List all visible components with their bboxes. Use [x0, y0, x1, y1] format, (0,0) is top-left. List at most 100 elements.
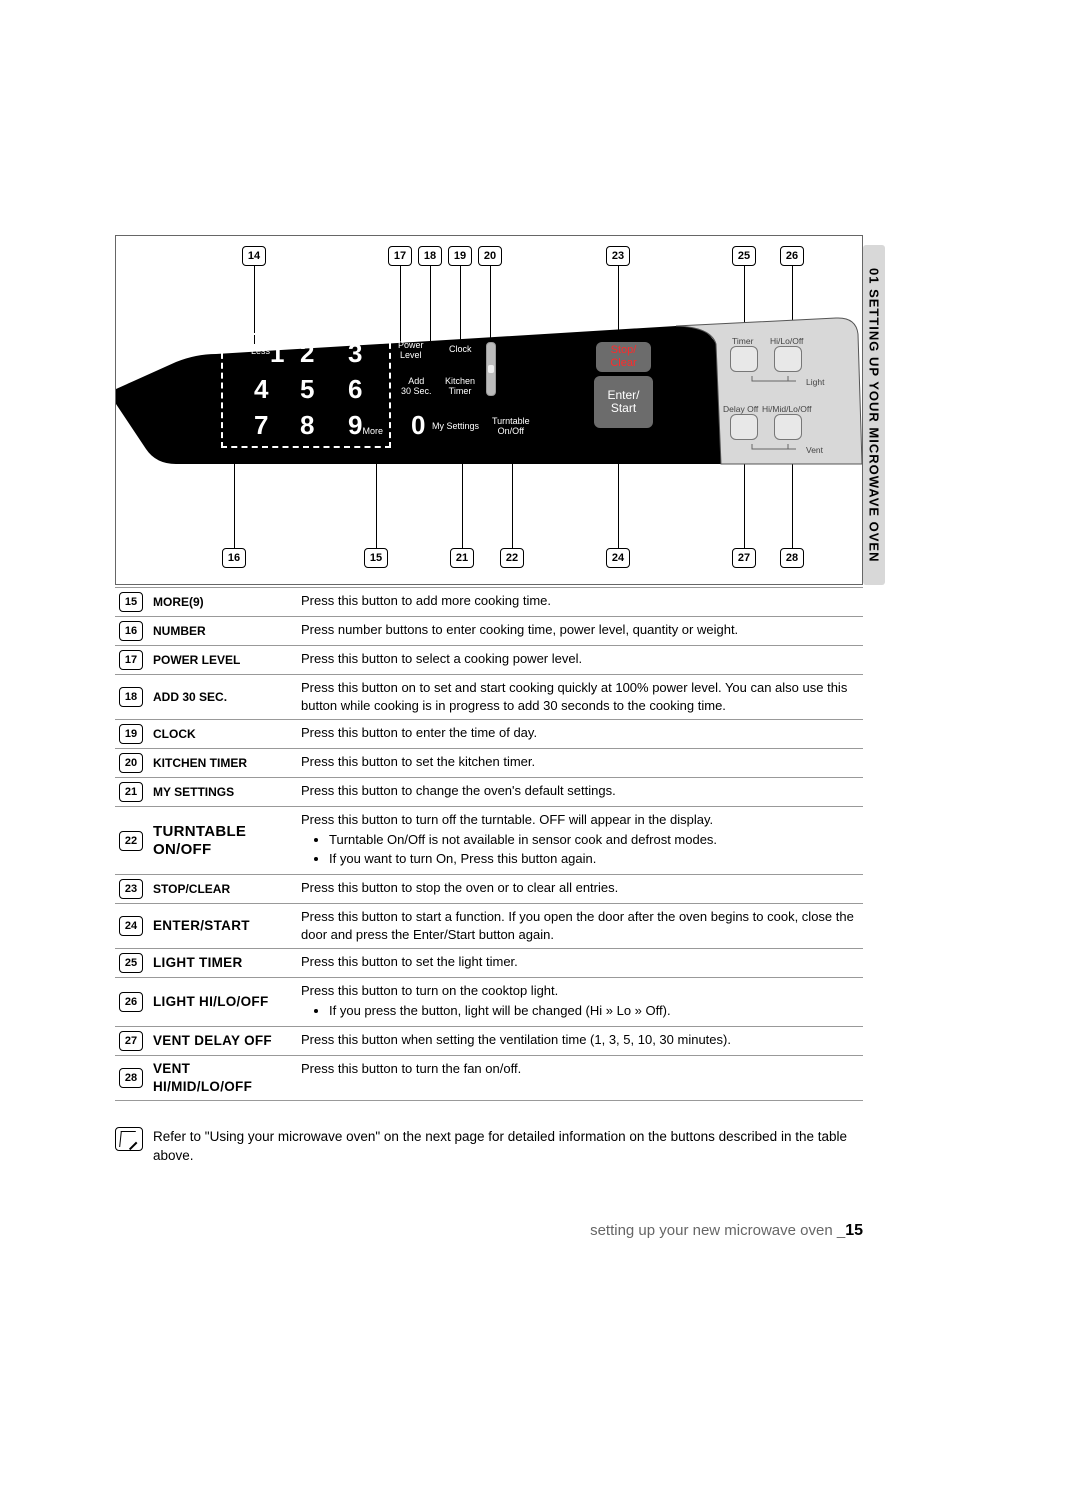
- row-label: KITCHEN TIMER: [147, 749, 295, 778]
- light-hilo-button: [774, 346, 802, 372]
- row-desc: Press this button to set the light timer…: [295, 949, 863, 978]
- row-number: 19: [119, 724, 143, 744]
- keypad-9: 9More: [348, 410, 383, 441]
- page-number: 15: [845, 1222, 863, 1239]
- timer-button: [730, 346, 758, 372]
- row-desc: Press this button to turn on the cooktop…: [295, 978, 863, 1027]
- row-label: NUMBER: [147, 617, 295, 646]
- label-hilo: Hi/Lo/Off: [770, 336, 803, 346]
- vent-himid-button: [774, 414, 802, 440]
- page-footer: setting up your new microwave oven _15: [115, 1222, 863, 1240]
- table-row: 26LIGHT HI/LO/OFFPress this button to tu…: [115, 978, 863, 1027]
- row-desc: Press this button to set the kitchen tim…: [295, 749, 863, 778]
- footer-text: setting up your new microwave oven _: [590, 1222, 845, 1239]
- table-row: 22TURNTABLE ON/OFFPress this button to t…: [115, 807, 863, 875]
- row-number: 21: [119, 782, 143, 802]
- table-row: 28VENT HI/MID/LO/OFFPress this button to…: [115, 1056, 863, 1101]
- row-label: VENT HI/MID/LO/OFF: [147, 1056, 295, 1101]
- note-icon: [115, 1127, 143, 1151]
- callout-17: 17: [388, 246, 412, 266]
- row-label: VENT DELAY OFF: [147, 1027, 295, 1056]
- stop-clear-button: Stop/ Clear: [596, 342, 651, 372]
- table-row: 20KITCHEN TIMERPress this button to set …: [115, 749, 863, 778]
- row-label: CLOCK: [147, 720, 295, 749]
- keypad-7: 7: [254, 410, 268, 441]
- label-power-level: Power Level: [398, 340, 424, 360]
- callout-23: 23: [606, 246, 630, 266]
- table-row: 18ADD 30 SEC.Press this button on to set…: [115, 675, 863, 720]
- control-panel-diagram: Less1 2 3 4 5 6 7 8 9More 0 Power Level …: [115, 235, 863, 585]
- label-clock: Clock: [449, 344, 472, 354]
- row-desc: Press this button on to set and start co…: [295, 675, 863, 720]
- table-row: 16NUMBERPress number buttons to enter co…: [115, 617, 863, 646]
- label-light: Light: [806, 377, 824, 387]
- label-delay-off: Delay Off: [723, 404, 758, 414]
- row-desc: Press this button to add more cooking ti…: [295, 588, 863, 617]
- row-label: ENTER/START: [147, 904, 295, 949]
- table-row: 25LIGHT TIMERPress this button to set th…: [115, 949, 863, 978]
- row-label: LIGHT TIMER: [147, 949, 295, 978]
- note-text: Refer to "Using your microwave oven" on …: [153, 1127, 863, 1165]
- callout-20: 20: [478, 246, 502, 266]
- callout-24: 24: [606, 548, 630, 568]
- callout-25: 25: [732, 246, 756, 266]
- row-desc: Press this button when setting the venti…: [295, 1027, 863, 1056]
- row-desc: Press this button to start a function. I…: [295, 904, 863, 949]
- row-number: 24: [119, 916, 143, 936]
- callout-15: 15: [364, 548, 388, 568]
- row-label: TURNTABLE ON/OFF: [147, 807, 295, 875]
- callout-21: 21: [450, 548, 474, 568]
- callout-22: 22: [500, 548, 524, 568]
- row-desc: Press this button to enter the time of d…: [295, 720, 863, 749]
- callout-26: 26: [780, 246, 804, 266]
- row-desc: Press number buttons to enter cooking ti…: [295, 617, 863, 646]
- reference-note: Refer to "Using your microwave oven" on …: [115, 1127, 863, 1165]
- selector-knob: [486, 342, 496, 396]
- label-my-settings: My Settings: [432, 421, 479, 431]
- callout-14: 14: [242, 246, 266, 266]
- keypad-3: 3: [348, 338, 362, 369]
- row-number: 27: [119, 1031, 143, 1051]
- keypad-5: 5: [300, 374, 314, 405]
- keypad-2: 2: [300, 338, 314, 369]
- row-desc: Press this button to turn the fan on/off…: [295, 1056, 863, 1101]
- row-label: MY SETTINGS: [147, 778, 295, 807]
- section-tab: 01 SETTING UP YOUR MICROWAVE OVEN: [863, 245, 885, 585]
- callout-28: 28: [780, 548, 804, 568]
- vent-delay-button: [730, 414, 758, 440]
- keypad-6: 6: [348, 374, 362, 405]
- callout-27: 27: [732, 548, 756, 568]
- row-label: MORE(9): [147, 588, 295, 617]
- callout-18: 18: [418, 246, 442, 266]
- label-vent: Vent: [806, 445, 823, 455]
- row-number: 16: [119, 621, 143, 641]
- keypad-0: 0: [411, 410, 425, 441]
- row-number: 20: [119, 753, 143, 773]
- label-himid: Hi/Mid/Lo/Off: [762, 404, 811, 414]
- label-turntable: Turntable On/Off: [492, 416, 530, 436]
- table-row: 27VENT DELAY OFFPress this button when s…: [115, 1027, 863, 1056]
- table-row: 17POWER LEVELPress this button to select…: [115, 646, 863, 675]
- label-timer: Timer: [732, 336, 753, 346]
- row-label: STOP/CLEAR: [147, 875, 295, 904]
- row-desc: Press this button to turn off the turnta…: [295, 807, 863, 875]
- enter-start-button: Enter/ Start: [594, 376, 653, 428]
- row-label: POWER LEVEL: [147, 646, 295, 675]
- table-row: 19CLOCKPress this button to enter the ti…: [115, 720, 863, 749]
- row-number: 28: [119, 1068, 143, 1088]
- keypad-8: 8: [300, 410, 314, 441]
- keypad-4: 4: [254, 374, 268, 405]
- table-row: 23STOP/CLEARPress this button to stop th…: [115, 875, 863, 904]
- row-label: ADD 30 SEC.: [147, 675, 295, 720]
- row-number: 18: [119, 687, 143, 707]
- button-reference-table: 15MORE(9)Press this button to add more c…: [115, 587, 863, 1101]
- row-number: 17: [119, 650, 143, 670]
- row-desc: Press this button to select a cooking po…: [295, 646, 863, 675]
- section-tab-label: 01 SETTING UP YOUR MICROWAVE OVEN: [867, 268, 882, 563]
- callout-19: 19: [448, 246, 472, 266]
- row-desc: Press this button to stop the oven or to…: [295, 875, 863, 904]
- table-row: 15MORE(9)Press this button to add more c…: [115, 588, 863, 617]
- row-number: 15: [119, 592, 143, 612]
- label-kitchen-timer: Kitchen Timer: [445, 376, 475, 396]
- keypad-1: Less1: [251, 338, 284, 369]
